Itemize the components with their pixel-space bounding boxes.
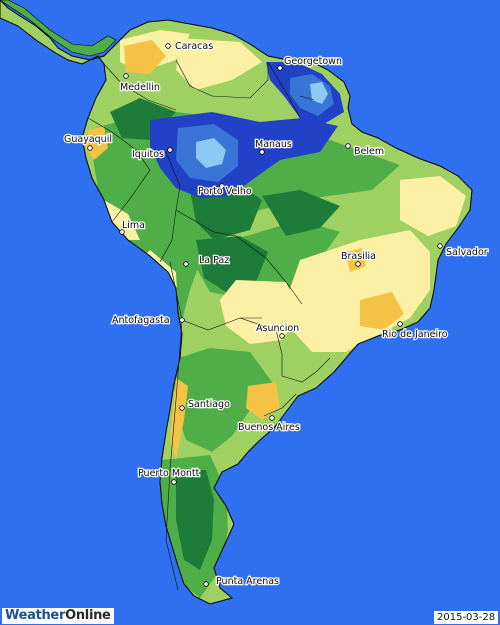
city-markers: Caracas Georgetown Medellin Guayaquil Iq…: [63, 40, 489, 588]
city-buenos-aires: Buenos Aires: [237, 415, 301, 434]
city-rio-de-janeiro: Rio de Janeiro: [381, 321, 449, 341]
city-brasilia: Brasilia: [340, 250, 377, 267]
city-puerto-montt: Puerto Montt: [137, 467, 201, 485]
svg-text:Antofagasta: Antofagasta: [112, 315, 170, 326]
city-medellin: Medellin: [119, 73, 161, 94]
city-manaus: Manaus: [254, 138, 293, 155]
city-caracas: Caracas: [165, 40, 214, 53]
svg-text:La Paz: La Paz: [199, 255, 229, 266]
city-guayaquil: Guayaquil: [63, 133, 113, 151]
city-georgetown: Georgetown: [277, 55, 343, 71]
svg-text:Guayaquil: Guayaquil: [64, 134, 112, 145]
svg-text:Asuncion: Asuncion: [256, 323, 299, 334]
svg-text:Manaus: Manaus: [255, 139, 292, 150]
svg-text:Rio de Janeiro: Rio de Janeiro: [382, 329, 448, 340]
city-asuncion: Asuncion: [255, 322, 300, 339]
svg-text:Salvador: Salvador: [446, 247, 488, 258]
city-iquitos: Iquitos: [131, 147, 173, 161]
svg-text:Medellin: Medellin: [120, 82, 160, 93]
city-belem: Belem: [345, 143, 385, 158]
svg-text:Puerto Montt: Puerto Montt: [138, 468, 200, 479]
svg-text:Buenos Aires: Buenos Aires: [238, 422, 300, 433]
svg-text:Iquitos: Iquitos: [132, 149, 164, 160]
date-badge: 2015-03-28: [434, 611, 499, 624]
svg-text:Punta Arenas: Punta Arenas: [216, 576, 279, 587]
city-santiago: Santiago: [179, 398, 231, 411]
city-la-paz: La Paz: [183, 254, 230, 267]
city-lima: Lima: [119, 219, 146, 235]
svg-text:Brasilia: Brasilia: [341, 251, 376, 262]
svg-text:Lima: Lima: [122, 220, 145, 231]
country-borders: [87, 59, 331, 591]
svg-text:Caracas: Caracas: [175, 41, 213, 52]
isthmus-landmass: [0, 0, 117, 57]
city-antofagasta: Antofagasta: [111, 314, 185, 327]
city-porto-velho: Porto Velho: [197, 183, 253, 198]
weatheronline-logo[interactable]: WeatherOnline: [2, 608, 114, 624]
svg-text:Santiago: Santiago: [188, 399, 230, 410]
svg-text:Belem: Belem: [354, 146, 384, 157]
svg-text:Georgetown: Georgetown: [284, 56, 342, 67]
svg-text:Porto Velho: Porto Velho: [198, 186, 252, 197]
city-salvador: Salvador: [437, 243, 489, 259]
city-punta-arenas: Punta Arenas: [203, 575, 280, 588]
